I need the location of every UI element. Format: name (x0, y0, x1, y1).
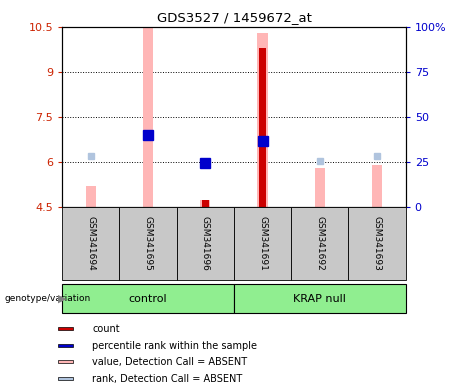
Text: percentile rank within the sample: percentile rank within the sample (92, 341, 257, 351)
Bar (86, 186, 96, 207)
Bar (58, 377, 73, 380)
Text: GSM341695: GSM341695 (143, 217, 153, 271)
Title: GDS3527 / 1459672_at: GDS3527 / 1459672_at (157, 11, 311, 24)
Bar (58, 328, 73, 330)
Bar (58, 360, 73, 363)
Text: GSM341694: GSM341694 (86, 217, 95, 271)
Bar (372, 165, 382, 207)
Text: KRAP null: KRAP null (293, 293, 346, 304)
Text: GSM341696: GSM341696 (201, 217, 210, 271)
Text: GSM341692: GSM341692 (315, 217, 325, 271)
Text: rank, Detection Call = ABSENT: rank, Detection Call = ABSENT (92, 374, 242, 384)
Bar (257, 33, 268, 207)
Bar (143, 27, 153, 207)
Text: count: count (92, 324, 120, 334)
Text: GSM341693: GSM341693 (372, 217, 382, 271)
Text: control: control (129, 293, 167, 304)
Text: ▶: ▶ (58, 293, 66, 304)
Bar (315, 168, 325, 207)
Text: value, Detection Call = ABSENT: value, Detection Call = ABSENT (92, 357, 248, 367)
Text: genotype/variation: genotype/variation (5, 294, 91, 303)
Bar (58, 344, 73, 347)
Text: GSM341691: GSM341691 (258, 217, 267, 271)
Bar (200, 200, 211, 207)
Bar (202, 200, 209, 207)
Bar (259, 48, 266, 207)
